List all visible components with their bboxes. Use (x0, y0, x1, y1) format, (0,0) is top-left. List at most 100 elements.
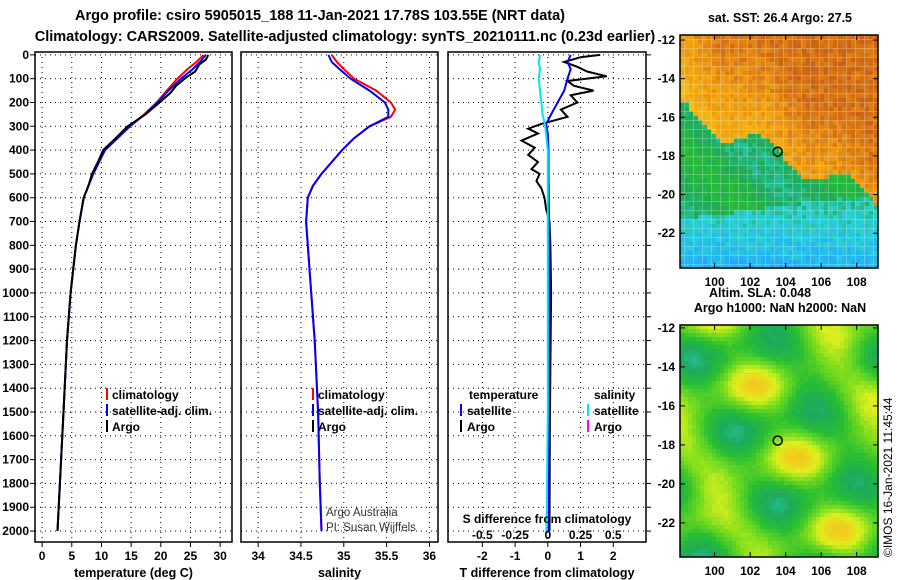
lon-tick-label: 100 (705, 564, 725, 578)
x-axis-label: T difference from climatology (459, 566, 634, 580)
secondary-axis-label: S difference from climatology (463, 512, 632, 526)
legend-swatch (312, 388, 314, 400)
legend-swatch (106, 420, 108, 432)
x-tick-label: 0 (39, 549, 46, 563)
lon-tick-label: 106 (811, 275, 831, 289)
depth-tick-label: 1300 (2, 357, 29, 371)
secondary-tick-label: 0.25 (569, 528, 593, 542)
x-tick-label: 1 (577, 549, 584, 563)
x-tick-label: 5 (68, 549, 75, 563)
x-tick-label: -1 (510, 549, 521, 563)
depth-tick-label: 1900 (2, 500, 29, 514)
lat-tick-label: -20 (658, 188, 676, 202)
depth-tick-label: 500 (9, 167, 29, 181)
lat-tick-label: -18 (658, 149, 676, 163)
legend-label: satellite (467, 404, 512, 418)
depth-tick-label: 1200 (2, 334, 29, 348)
depth-tick-label: 1700 (2, 453, 29, 467)
x-tick-label: 35.5 (375, 549, 399, 563)
lat-tick-label: -18 (658, 438, 676, 452)
legend-label: Argo (318, 420, 346, 434)
legend-label: Argo (467, 420, 495, 434)
map-frame (679, 324, 879, 558)
secondary-tick-label: 0 (544, 528, 551, 542)
credit-annotation: Argo Australia (326, 507, 398, 519)
lon-tick-label: 104 (776, 564, 796, 578)
legend-swatch (460, 420, 462, 432)
x-tick-label: 10 (95, 549, 109, 563)
map-frame (679, 34, 879, 269)
lat-tick-label: -22 (658, 516, 676, 530)
map-footer: Altim. SLA: 0.048 (709, 286, 811, 300)
legend-swatch (460, 404, 462, 416)
legend-label: Argo (112, 420, 140, 434)
sst-map-image (680, 35, 878, 268)
plot-frame (240, 51, 439, 543)
credit-annotation: PI: Susan Wijffels (326, 522, 416, 534)
lon-tick-label: 104 (776, 275, 796, 289)
lon-tick-label: 102 (740, 564, 760, 578)
lat-tick-label: -12 (658, 33, 676, 47)
legend-swatch (106, 404, 108, 416)
lon-tick-label: 102 (740, 275, 760, 289)
x-tick-label: 25 (184, 549, 198, 563)
lat-tick-label: -16 (658, 110, 676, 124)
credit-text: ©IMOS 16-Jan-2021 11:45:44 (881, 397, 895, 557)
legend-swatch (587, 420, 589, 432)
depth-tick-label: 1600 (2, 429, 29, 443)
depth-tick-label: 2000 (2, 524, 29, 538)
x-axis-label: temperature (deg C) (74, 566, 193, 580)
depth-tick-label: 800 (9, 238, 29, 252)
temperature-panel (30, 51, 233, 547)
secondary-tick-label: -0.25 (501, 528, 529, 542)
series-line-argo (56, 54, 210, 532)
lon-tick-label: 108 (847, 275, 867, 289)
salinity-panel (240, 51, 439, 547)
depth-tick-label: 100 (9, 72, 29, 86)
difference-panel (447, 51, 651, 547)
map-title: sat. SST: 26.4 Argo: 27.5 (708, 11, 852, 25)
legend-title-salinity: salinity (594, 388, 636, 402)
series-line-s-satellite (537, 54, 549, 532)
x-tick-label: -2 (477, 549, 488, 563)
x-tick-label: 0 (544, 549, 551, 563)
legend-swatch (106, 388, 108, 400)
legend-swatch (587, 404, 589, 416)
legend-label: Argo (594, 420, 622, 434)
secondary-tick-label: 0.5 (605, 528, 622, 542)
secondary-tick-label: -0.5 (472, 528, 493, 542)
depth-tick-label: 700 (9, 215, 29, 229)
depth-tick-label: 300 (9, 119, 29, 133)
lat-tick-label: -22 (658, 226, 676, 240)
x-tick-label: 30 (213, 549, 227, 563)
x-tick-label: 35 (337, 549, 351, 563)
legend-label: satellite (594, 404, 639, 418)
legend-label: climatology (318, 388, 385, 402)
plot-frame (34, 51, 233, 543)
title-line2: Climatology: CARS2009. Satellite-adjuste… (35, 29, 656, 45)
x-tick-label: 34.5 (289, 549, 313, 563)
depth-tick-label: 1500 (2, 405, 29, 419)
depth-tick-label: 1000 (2, 286, 29, 300)
legend-title-temperature: temperature (469, 388, 539, 402)
depth-tick-label: 1800 (2, 476, 29, 490)
lat-tick-label: -14 (658, 360, 676, 374)
depth-tick-label: 0 (22, 48, 29, 62)
lon-tick-label: 108 (847, 564, 867, 578)
argo-position-marker (772, 146, 783, 157)
legend-label: climatology (112, 388, 179, 402)
x-tick-label: 36 (423, 549, 437, 563)
x-tick-label: 15 (124, 549, 138, 563)
lat-tick-label: -16 (658, 399, 676, 413)
plot-frame (447, 51, 647, 543)
sla-map-image (680, 325, 878, 557)
legend-label: satellite-adj. clim. (112, 404, 212, 418)
sst-map-panel (679, 34, 879, 269)
lat-tick-label: -14 (658, 72, 676, 86)
series-line-satellite-adj-clim- (56, 54, 207, 532)
depth-tick-label: 200 (9, 95, 29, 109)
depth-tick-label: 1100 (3, 310, 29, 324)
argo-position-marker (772, 435, 783, 446)
